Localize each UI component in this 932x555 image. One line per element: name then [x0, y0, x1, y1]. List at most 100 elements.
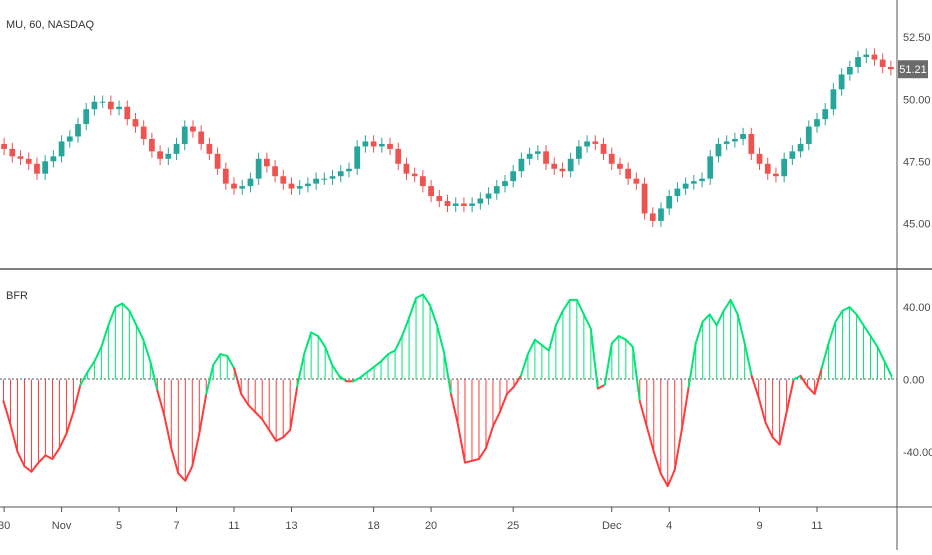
candle-body	[444, 201, 451, 206]
oscillator-line-segment	[191, 432, 201, 468]
time-axis-ticks: 30 Nov 5 7 11 13 18 20 25 Dec 4 9 11	[0, 507, 823, 532]
oscillator-line-segment	[813, 367, 823, 395]
oscillator-line-segment	[415, 293, 425, 300]
oscillator-line-segment	[827, 320, 837, 345]
oscillator-line-segment	[303, 331, 313, 356]
oscillator-line-segment	[491, 411, 501, 428]
candle-body	[477, 198, 484, 204]
candle-body	[781, 158, 788, 177]
candle-body	[1, 143, 7, 149]
oscillator-line-segment	[373, 360, 383, 368]
candle-body	[871, 54, 878, 60]
candle-body	[592, 141, 599, 144]
oscillator-line-segment	[324, 345, 334, 366]
oscillator-line-segment	[2, 400, 12, 426]
candle-body	[888, 67, 894, 70]
oscillator-line-segment	[149, 360, 159, 392]
oscillator-line-segment	[331, 364, 341, 377]
oscillator-line-segment	[463, 459, 473, 464]
candle-body	[764, 163, 771, 174]
oscillator-line-segment	[170, 447, 180, 475]
candle-body	[288, 183, 295, 189]
oscillator-line-segment	[540, 344, 550, 352]
candle-body	[658, 208, 664, 221]
oscillator-line-segment	[778, 411, 788, 446]
candle-body	[846, 67, 853, 75]
candle-body	[510, 171, 517, 182]
oscillator-line-segment	[128, 309, 138, 327]
oscillator-line-segment	[673, 429, 683, 471]
candle-body	[411, 173, 418, 177]
oscillator-line-segment	[638, 400, 648, 428]
oscillator-line-segment	[121, 302, 131, 312]
candle-body	[337, 171, 344, 177]
candle-body	[91, 101, 98, 110]
oscillator-line-segment	[408, 297, 418, 319]
candle-body	[378, 143, 385, 147]
oscillator-tick-label: 0.00	[903, 374, 924, 386]
oscillator-line-segment	[163, 414, 173, 450]
oscillator-line-segment	[226, 354, 236, 370]
price-tick-label: 52.50	[903, 32, 931, 44]
oscillator-line-segment	[443, 351, 452, 395]
oscillator-line-segment	[449, 392, 459, 426]
candle-body	[715, 143, 722, 157]
candle-body	[625, 168, 632, 179]
candle-body	[502, 181, 508, 187]
oscillator-line-segment	[65, 411, 75, 435]
oscillator-line-segment	[352, 376, 362, 383]
oscillator-tick-label: 40.00	[903, 302, 931, 314]
candle-body	[633, 178, 640, 184]
oscillator-line-segment	[30, 461, 40, 473]
candle-body	[387, 143, 393, 149]
candle-body	[50, 156, 57, 162]
oscillator-line-segment	[429, 304, 439, 327]
candle-body	[576, 146, 582, 159]
oscillator-line-segment	[764, 421, 774, 439]
oscillator-line-segment	[596, 383, 606, 390]
oscillator-line-segment	[785, 378, 795, 413]
oscillator-line-segment	[212, 353, 222, 366]
oscillator-line-segment	[198, 392, 208, 435]
oscillator-line-segment	[366, 365, 376, 374]
oscillator-line-segment	[883, 360, 893, 377]
oscillator-line-segment	[470, 458, 480, 462]
oscillator-line-segment	[268, 429, 278, 442]
oscillator-line-segment	[729, 298, 739, 316]
candle-body	[58, 141, 65, 157]
candle-body	[165, 153, 172, 159]
time-tick-label: 5	[116, 520, 122, 532]
candle-body	[600, 143, 607, 154]
oscillator-line-segment	[9, 423, 19, 453]
oscillator-line-segment	[743, 342, 753, 377]
candle-body	[534, 151, 541, 154]
oscillator-line-segment	[505, 385, 515, 395]
candle-body	[723, 141, 730, 144]
oscillator-line-segment	[456, 423, 466, 464]
candle-body	[773, 173, 779, 177]
candle-body	[329, 176, 336, 179]
last-price-label: 51.21	[899, 64, 927, 76]
candle-body	[296, 186, 303, 189]
oscillator-line-segment	[841, 306, 851, 312]
candle-body	[452, 203, 459, 206]
candle-body	[25, 158, 32, 164]
candle-body	[313, 178, 319, 184]
candle-body	[181, 126, 188, 144]
oscillator-line-segment	[701, 313, 711, 323]
candles-layer	[1, 48, 894, 228]
oscillator-line-segment	[477, 447, 487, 460]
oscillator-line-segment	[240, 392, 250, 406]
oscillator-line-segment	[631, 345, 641, 403]
candle-body	[354, 146, 361, 169]
candle-body	[518, 158, 525, 172]
candle-body	[666, 196, 673, 209]
candle-body	[99, 101, 106, 103]
candle-body	[149, 138, 155, 152]
oscillator-line-segment	[575, 298, 585, 316]
candle-body	[838, 74, 845, 90]
oscillator-line-segment	[862, 324, 872, 338]
candle-body	[559, 168, 566, 172]
candle-body	[789, 151, 796, 159]
